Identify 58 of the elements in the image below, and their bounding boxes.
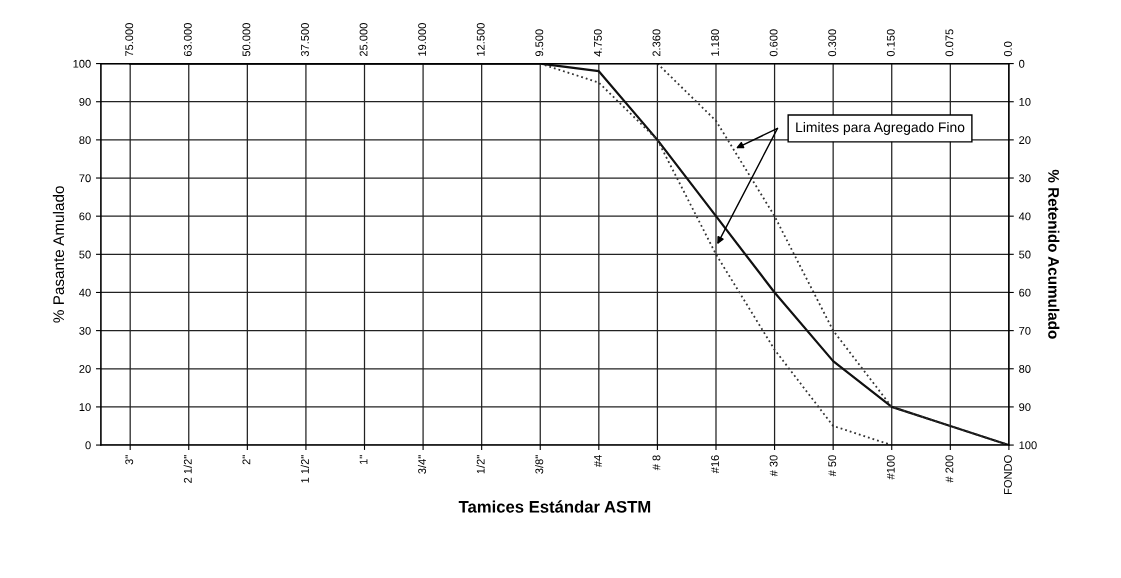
y2-tick-label: 100	[1019, 441, 1037, 450]
x-tick-label: 1 1/2"	[300, 455, 309, 483]
x-tick-label: #4	[594, 455, 602, 468]
y2-tick-label: 50	[1019, 250, 1031, 259]
text: 50.000	[242, 23, 251, 57]
y2-tick-label: 0	[1019, 59, 1025, 68]
y-tick-label: 60	[79, 212, 91, 221]
text: 0.0	[1004, 41, 1012, 57]
x-tick-label: 1"	[359, 455, 368, 465]
text: 9.500	[535, 29, 544, 57]
text: 75.000	[125, 23, 134, 57]
x-tick-label: #100	[886, 455, 895, 480]
x-tick-label: # 8	[652, 455, 661, 471]
y2-tick-label: 80	[1019, 365, 1031, 373]
text: 63.000	[183, 23, 192, 57]
y2-axis-title: % Retenido Acumulado	[1048, 169, 1060, 339]
y-tick-label: 100	[73, 59, 91, 68]
y-tick-label: 90	[79, 98, 91, 106]
y2-tick-label: 10	[1019, 98, 1031, 106]
x-tick-label: 3/8"	[535, 455, 544, 474]
y-tick-label: 40	[79, 288, 91, 297]
x-tick-label: # 200	[945, 455, 954, 483]
text: 1.180	[711, 29, 719, 56]
x-tick-label: 3/4"	[417, 455, 427, 474]
text: 19.000	[418, 23, 427, 56]
y-tick-label: 0	[85, 441, 91, 450]
y-tick-label: 30	[79, 326, 91, 335]
x-axis-title: Tamices Estándar ASTM	[458, 500, 651, 513]
y-tick-label: 70	[79, 174, 91, 183]
text: 12.500	[476, 23, 485, 56]
x-tick-label: 1/2"	[476, 455, 485, 474]
text: 0.150	[886, 29, 895, 57]
text: 0.600	[769, 29, 778, 57]
y2-tick-label: 30	[1019, 174, 1031, 183]
y-tick-label: 50	[79, 250, 91, 259]
y2-tick-label: 20	[1019, 136, 1031, 145]
text: 4.750	[593, 29, 602, 57]
annotation: Limites para Agregado Fino	[796, 121, 965, 135]
y2-tick-label: 40	[1018, 212, 1031, 221]
text: 2.360	[652, 29, 661, 57]
y-tick-label: 80	[79, 136, 91, 145]
x-tick-label: # 30	[769, 455, 778, 477]
text: 0.300	[828, 29, 837, 57]
text: 0.075	[945, 29, 954, 57]
x-tick-label: # 50	[828, 455, 837, 477]
y2-tick-label: 90	[1019, 403, 1031, 412]
y2-tick-label: 60	[1019, 288, 1031, 297]
y-tick-label: 20	[79, 365, 91, 373]
x-tick-label: FONDO	[1004, 455, 1012, 494]
y-tick-label: 10	[79, 403, 91, 412]
text: 37.500	[301, 23, 309, 57]
y2-tick-label: 70	[1019, 326, 1031, 335]
x-tick-label: 2"	[242, 455, 251, 465]
x-tick-label: #16	[711, 455, 719, 474]
y-axis-title: % Pasante Amulado	[52, 186, 65, 323]
x-tick-label: 2 1/2"	[183, 455, 192, 483]
text: 25.000	[359, 23, 368, 57]
x-tick-label: 3"	[125, 455, 134, 465]
